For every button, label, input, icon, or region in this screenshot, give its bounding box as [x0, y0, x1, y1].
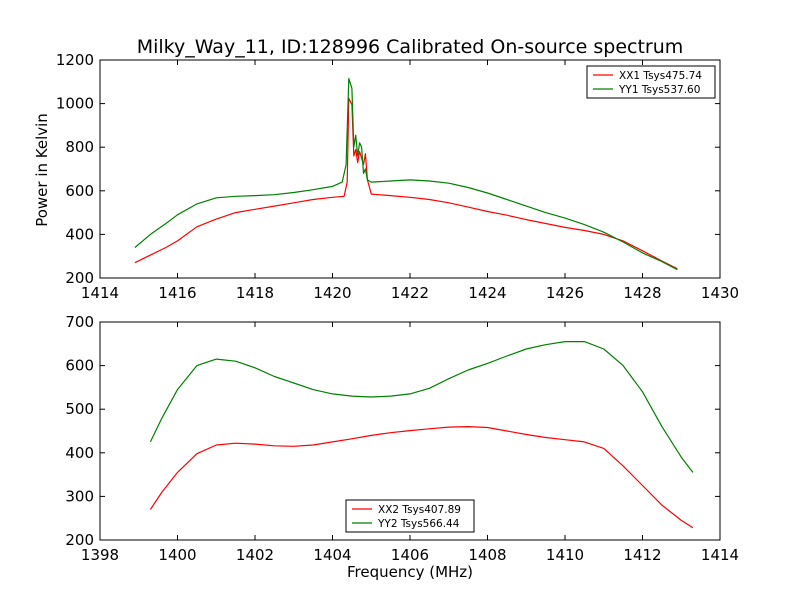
y-tick-label: 800	[65, 138, 94, 156]
y-tick-label: 400	[65, 225, 94, 243]
x-tick-label: 1398	[81, 546, 119, 564]
legend-label: XX1 Tsys475.74	[619, 70, 702, 82]
legend-label: YY1 Tsys537.60	[618, 84, 700, 96]
x-tick-label: 1404	[313, 546, 351, 564]
y-tick-label: 400	[65, 444, 94, 462]
x-tick-label: 1418	[236, 284, 274, 302]
series-line-2	[149, 341, 694, 473]
x-tick-label: 1408	[468, 546, 506, 564]
y-tick-label: 600	[65, 182, 94, 200]
legend-box	[345, 499, 475, 533]
legend-box	[586, 65, 716, 99]
legend-label: XX2 Tsys407.89	[378, 504, 461, 516]
series-line-2	[134, 77, 678, 271]
y-tick-label: 600	[65, 357, 94, 375]
x-tick-label: 1424	[468, 284, 506, 302]
x-tick-label: 1402	[236, 546, 274, 564]
x-tick-label: 1426	[546, 284, 584, 302]
x-tick-label: 1420	[313, 284, 351, 302]
legend-label: YY2 Tsys566.44	[377, 518, 460, 530]
x-axis-label: Frequency (MHz)	[347, 563, 473, 581]
legend: XX2 Tsys407.89 YY2 Tsys566.44	[345, 499, 475, 533]
y-tick-label: 200	[65, 531, 94, 549]
y-tick-label: 300	[65, 487, 94, 505]
y-tick-label: 200	[65, 269, 94, 287]
x-tick-label: 1430	[701, 284, 739, 302]
y-tick-label: 1200	[56, 51, 94, 69]
x-tick-label: 1412	[623, 546, 661, 564]
x-tick-label: 1414	[701, 546, 739, 564]
chart-panel-1: 1414 1416 1418 1420 1422 1424 1426 1428 1430 200 4…	[56, 51, 739, 302]
x-tick-label: 1400	[158, 546, 196, 564]
y-tick-label: 1000	[56, 95, 94, 113]
x-tick-label: 1414	[81, 284, 119, 302]
x-tick-label: 1428	[623, 284, 661, 302]
figure-title: Milky_Way_11, ID:128996 Calibrated On-so…	[137, 36, 684, 58]
y-axis-label: Power in Kelvin	[33, 113, 51, 227]
chart-panel-2: 1398 1400 1402 1404 1406 1408 1410 1412 1414 200 3…	[65, 313, 739, 564]
x-tick-label: 1406	[391, 546, 429, 564]
legend: XX1 Tsys475.74 YY1 Tsys537.60	[586, 65, 716, 99]
series-line-1	[149, 426, 694, 529]
y-tick-label: 500	[65, 400, 94, 418]
x-tick-label: 1416	[158, 284, 196, 302]
x-tick-label: 1410	[546, 546, 584, 564]
series-line-1	[134, 97, 678, 270]
x-tick-label: 1422	[391, 284, 429, 302]
y-tick-label: 700	[65, 313, 94, 331]
